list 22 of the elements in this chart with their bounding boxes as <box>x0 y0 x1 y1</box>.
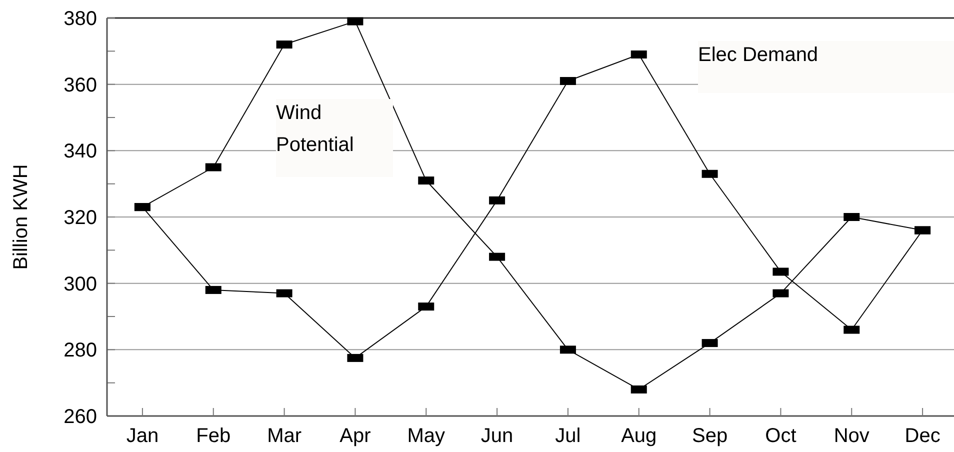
x-tick-label: Nov <box>834 425 870 447</box>
x-tick-label: Jul <box>555 425 581 447</box>
x-tick-label: Sep <box>692 425 728 447</box>
x-tick-label: Oct <box>765 425 797 447</box>
y-tick-label: 280 <box>64 340 97 362</box>
y-tick-label: 340 <box>64 140 97 163</box>
y-tick-label: 380 <box>64 8 97 30</box>
y-tick-label: 320 <box>64 207 97 229</box>
y-tick-label: 260 <box>64 406 97 428</box>
x-tick-label: Jun <box>480 425 514 447</box>
x-tick-label: Jan <box>126 425 159 447</box>
x-tick-label: Feb <box>196 425 231 447</box>
x-tick-label: Dec <box>904 425 940 447</box>
y-tick-label: 300 <box>64 273 97 296</box>
x-tick-label: May <box>407 425 446 447</box>
series-label: Wind Potential <box>276 102 354 156</box>
y-tick-label: 360 <box>64 74 97 96</box>
x-tick-label: Aug <box>621 425 657 447</box>
y-axis-title: Billion KWH <box>10 164 32 270</box>
x-tick-label: Mar <box>267 425 302 447</box>
text: Elec Demand <box>698 44 818 66</box>
x-tick-label: Apr <box>340 425 372 447</box>
